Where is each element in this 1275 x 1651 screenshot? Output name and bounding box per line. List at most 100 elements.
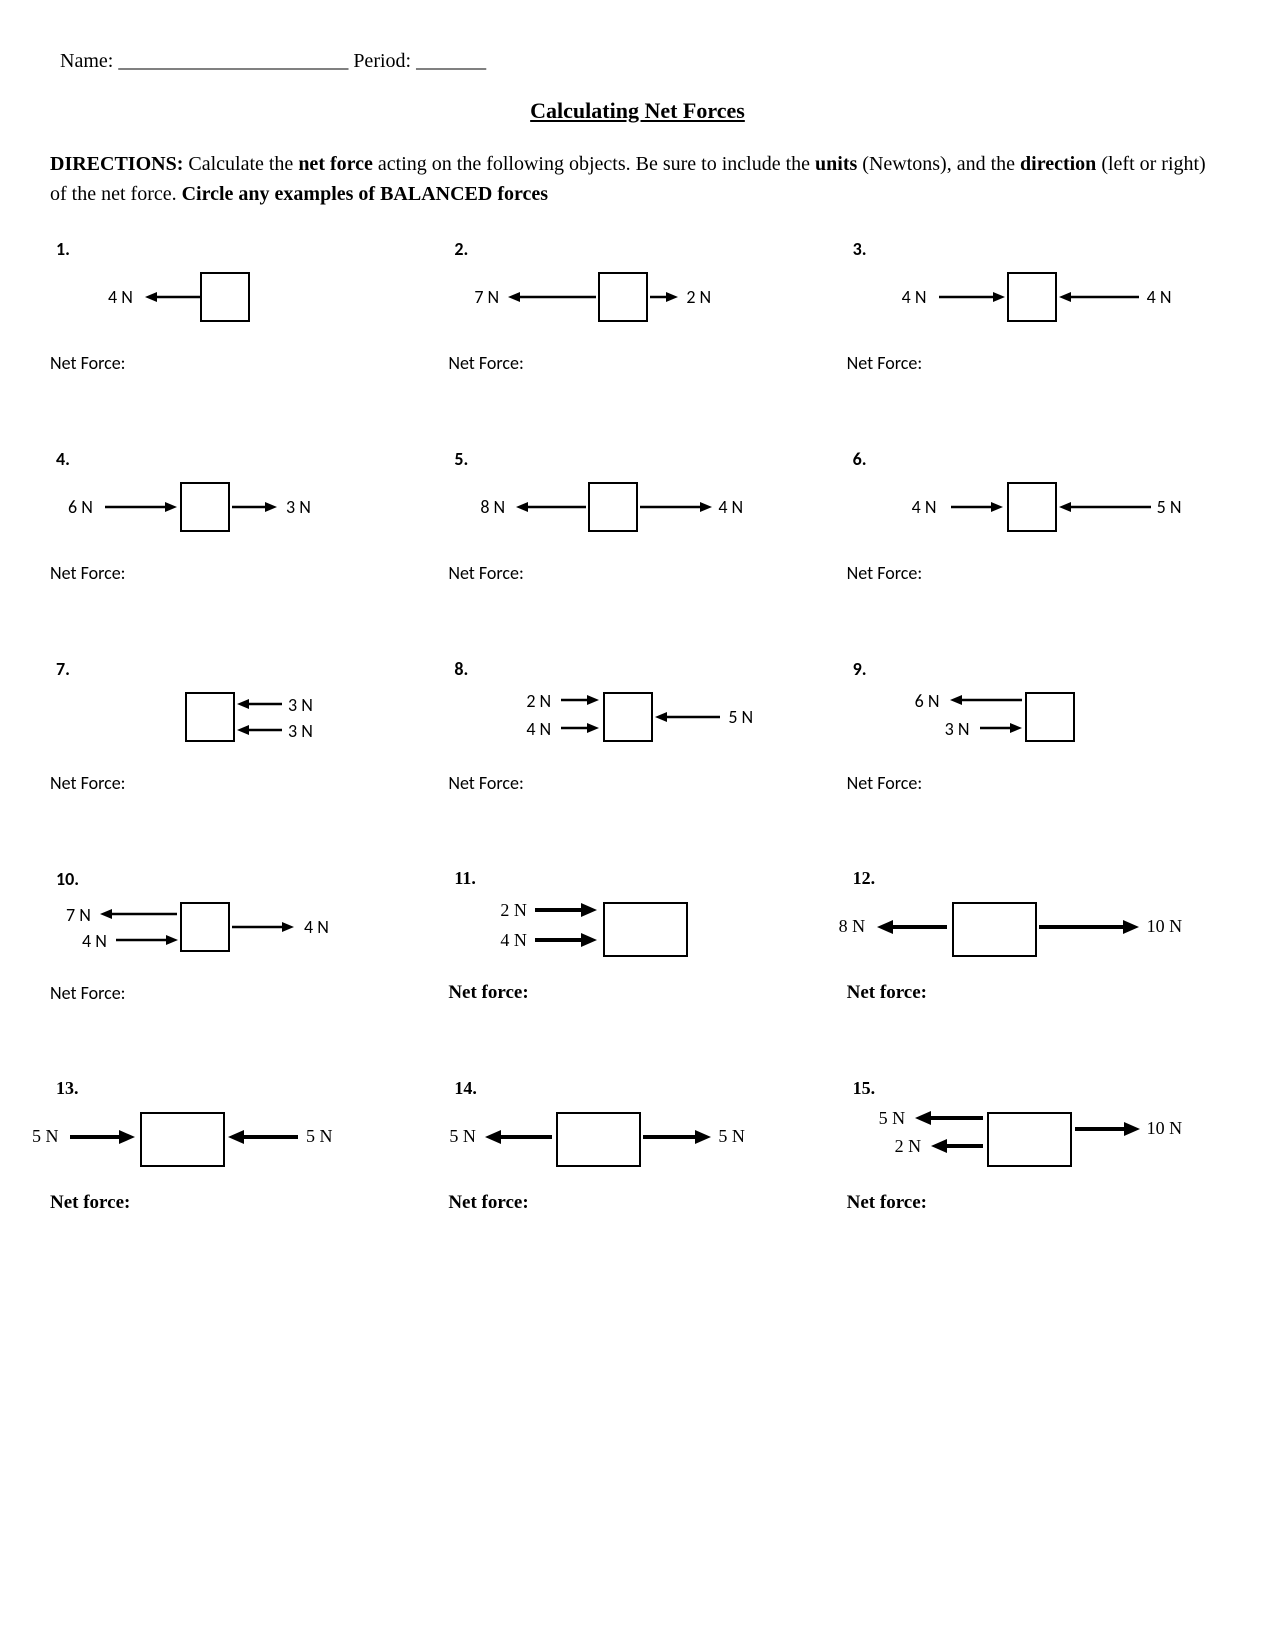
force-arrow	[535, 930, 597, 950]
force-arrow	[485, 1127, 552, 1147]
object-box	[987, 1112, 1072, 1167]
problem-number: 5.	[454, 448, 468, 470]
problem-number: 2.	[454, 238, 468, 260]
force-label: 4 N	[304, 916, 329, 938]
force-arrow	[980, 718, 1022, 738]
object-box	[1007, 482, 1057, 532]
diagram: 2 N4 N	[448, 894, 826, 974]
force-arrow	[70, 1127, 135, 1147]
problem: 1.4 NNet Force:	[50, 234, 428, 424]
problem-number: 10.	[56, 868, 79, 890]
force-label: 10 N	[1147, 916, 1183, 937]
force-label: 4 N	[500, 930, 527, 951]
diagram: 4 N 5 N	[847, 474, 1225, 554]
force-arrow	[116, 930, 178, 950]
force-label: 5 N	[1157, 496, 1182, 518]
problem-number: 12.	[853, 868, 876, 889]
force-arrow	[877, 917, 947, 937]
problem: 2. 7 N2 N Net Force:	[448, 234, 826, 424]
force-label: 3 N	[945, 718, 970, 740]
directions-b3: direction	[1020, 153, 1096, 175]
problem: 3.4 N4 NNet Force:	[847, 234, 1225, 424]
force-arrow	[640, 497, 712, 517]
problem-number: 11.	[454, 868, 476, 889]
problem: 10.7 N4 N4 NNet Force:	[50, 864, 428, 1054]
directions-b1: net force	[298, 153, 373, 175]
diagram: 8 N10 N	[847, 894, 1225, 974]
diagram: 6 N3 N	[50, 474, 428, 554]
object-box	[598, 272, 648, 322]
page-title: Calculating Net Forces	[50, 98, 1225, 124]
object-box	[200, 272, 250, 322]
problem: 7.3 N3 NNet Force:	[50, 654, 428, 844]
force-label: 3 N	[288, 720, 313, 742]
force-arrow	[232, 917, 294, 937]
diagram: 6 N3 N	[847, 684, 1225, 764]
force-label: 10 N	[1147, 1118, 1183, 1139]
diagram: 8 N 4 N	[448, 474, 826, 554]
problem-number: 13.	[56, 1078, 79, 1099]
object-box	[185, 692, 235, 742]
directions-t2: acting on the following objects. Be sure…	[373, 153, 815, 175]
problem: 4.6 N3 NNet Force:	[50, 444, 428, 634]
net-force-label: Net Force:	[50, 772, 126, 794]
directions: DIRECTIONS: Calculate the net force acti…	[50, 149, 1225, 209]
object-box	[952, 902, 1037, 957]
problem: 8.2 N4 N5 NNet Force:	[448, 654, 826, 844]
force-arrow	[535, 900, 597, 920]
force-arrow	[508, 287, 596, 307]
force-label: 8 N	[480, 496, 505, 518]
force-arrow	[931, 1136, 983, 1156]
force-label: 4 N	[108, 286, 133, 308]
problem-number: 3.	[853, 238, 867, 260]
force-arrow	[105, 497, 177, 517]
force-arrow	[1059, 287, 1139, 307]
problem-number: 8.	[454, 658, 468, 680]
diagram: 7 N2 N	[448, 264, 826, 344]
directions-t3: (Newtons), and the	[857, 153, 1020, 175]
name-label: Name:	[60, 50, 113, 72]
force-label: 4 N	[1147, 286, 1172, 308]
net-force-label: Net Force:	[50, 562, 126, 584]
force-label: 5 N	[32, 1126, 59, 1147]
force-label: 4 N	[912, 496, 937, 518]
force-arrow	[145, 287, 200, 307]
net-force-label: Net force:	[448, 1192, 528, 1214]
force-label: 4 N	[718, 496, 743, 518]
problem: 6.4 N5 NNet Force:	[847, 444, 1225, 634]
diagram: 3 N3 N	[50, 684, 428, 764]
force-arrow	[561, 690, 599, 710]
force-label: 3 N	[288, 694, 313, 716]
force-label: 5 N	[449, 1126, 476, 1147]
object-box	[603, 692, 653, 742]
diagram: 4 N4 N	[847, 264, 1225, 344]
force-arrow	[643, 1127, 711, 1147]
object-box	[588, 482, 638, 532]
force-label: 6 N	[68, 496, 93, 518]
force-arrow	[650, 287, 678, 307]
force-label: 7 N	[66, 904, 91, 926]
diagram: 5 N5 N	[50, 1104, 428, 1184]
force-arrow	[232, 497, 277, 517]
force-label: 6 N	[915, 690, 940, 712]
force-arrow	[561, 718, 599, 738]
diagram: 4 N	[50, 264, 428, 344]
problem: 5. 8 N 4 N Net Force:	[448, 444, 826, 634]
directions-prefix: DIRECTIONS:	[50, 153, 183, 175]
net-force-label: Net Force:	[448, 352, 524, 374]
force-arrow	[655, 707, 720, 727]
force-arrow	[100, 904, 177, 924]
name-blank: _______________________	[118, 50, 348, 72]
force-label: 5 N	[306, 1126, 333, 1147]
problems-grid: 1.4 NNet Force:2.7 N2 NNet Force:3.4 N4 …	[50, 234, 1225, 1264]
problem: 14.5 N5 NNet force:	[448, 1074, 826, 1264]
problem-number: 14.	[454, 1078, 477, 1099]
force-arrow	[1039, 917, 1139, 937]
net-force-label: Net Force:	[448, 562, 524, 584]
diagram: 5 N 2 N 10 N	[847, 1104, 1225, 1184]
problem-number: 6.	[853, 448, 867, 470]
problem: 13.5 N5 NNet force:	[50, 1074, 428, 1264]
force-label: 2 N	[895, 1136, 922, 1157]
net-force-label: Net Force:	[50, 982, 126, 1004]
force-label: 5 N	[879, 1108, 906, 1129]
